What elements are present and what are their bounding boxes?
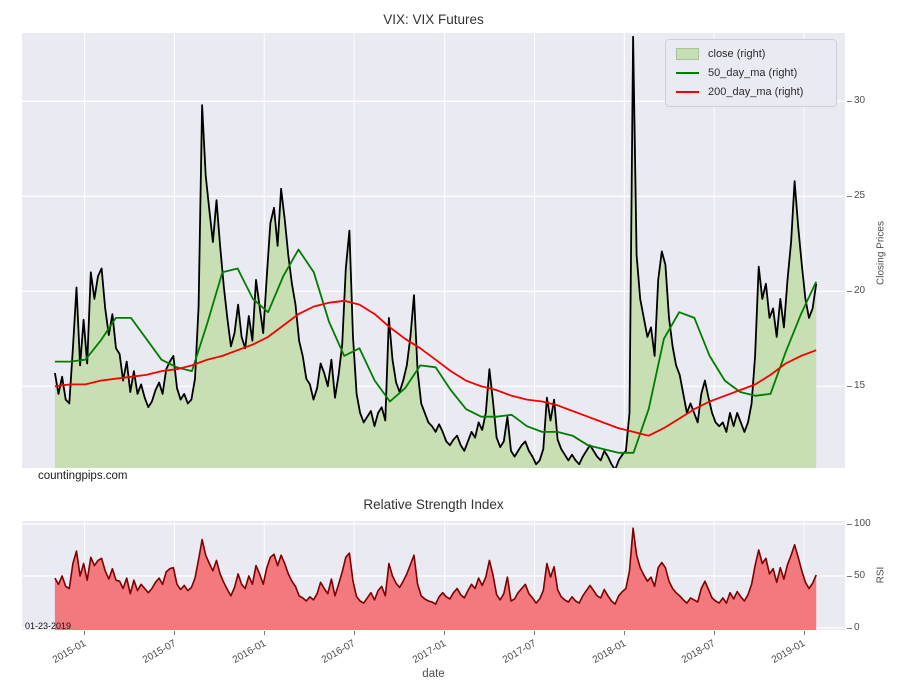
y-tick-label: 20	[854, 285, 866, 297]
y-tick-mark	[847, 385, 852, 387]
y-tick-label: 100	[854, 518, 871, 530]
x-tick-mark	[534, 631, 536, 635]
y-tick-mark	[847, 290, 852, 292]
y-tick-label: 15	[854, 380, 866, 392]
last-date-stamp: 01-23-2019	[25, 621, 72, 631]
x-tick-mark	[263, 631, 265, 635]
y-tick-mark	[847, 627, 852, 629]
y-tick-mark	[847, 575, 852, 577]
y-tick-label: 0	[854, 622, 860, 634]
x-tick-mark	[444, 631, 446, 635]
legend-item-close: close (right)	[676, 48, 826, 60]
ma50-line-swatch	[676, 71, 699, 75]
legend-label-close: close (right)	[708, 48, 766, 60]
y-tick-mark	[847, 523, 852, 525]
x-tick-mark	[173, 631, 175, 635]
legend-label-200-day-ma: 200_day_ma (right)	[708, 86, 804, 98]
price-chart-legend: close (right) 50_day_ma (right) 200_day_…	[665, 39, 837, 107]
y-tick-label: 50	[854, 570, 866, 582]
rsi-y-axis-label: RSI	[875, 566, 887, 584]
x-tick-mark	[713, 631, 715, 635]
legend-item-50-day-ma: 50_day_ma (right)	[676, 67, 826, 79]
price-y-axis-label: Closing Prices	[875, 221, 887, 285]
price-chart-title: VIX: VIX Futures	[383, 12, 484, 27]
y-tick-mark	[847, 100, 852, 102]
y-tick-mark	[847, 195, 852, 197]
legend-label-50-day-ma: 50_day_ma (right)	[708, 67, 798, 79]
rsi-chart-canvas	[22, 521, 845, 630]
x-axis-label: date	[422, 668, 445, 680]
x-tick-mark	[353, 631, 355, 635]
x-tick-mark	[803, 631, 805, 635]
y-tick-label: 30	[854, 95, 866, 107]
ma200-line-swatch	[676, 90, 699, 94]
x-tick-mark	[623, 631, 625, 635]
watermark: countingpips.com	[38, 470, 128, 482]
y-tick-label: 25	[854, 190, 866, 202]
rsi-chart	[22, 521, 845, 630]
rsi-chart-title: Relative Strength Index	[363, 497, 504, 512]
x-tick-mark	[84, 631, 86, 635]
legend-item-200-day-ma: 200_day_ma (right)	[676, 86, 826, 98]
close-area-swatch	[676, 48, 699, 60]
